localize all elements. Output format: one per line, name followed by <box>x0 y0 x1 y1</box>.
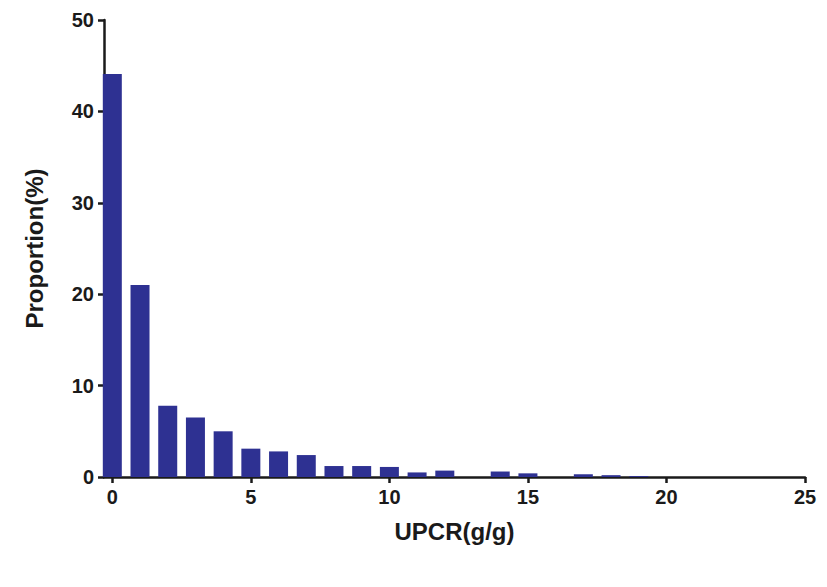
svg-text:5: 5 <box>245 486 256 508</box>
svg-text:10: 10 <box>72 375 94 397</box>
svg-text:50: 50 <box>72 9 94 31</box>
svg-text:20: 20 <box>655 486 677 508</box>
svg-text:15: 15 <box>517 486 539 508</box>
svg-text:Proportion(%): Proportion(%) <box>21 169 48 329</box>
svg-text:25: 25 <box>794 486 816 508</box>
svg-text:30: 30 <box>72 192 94 214</box>
svg-text:UPCR(g/g): UPCR(g/g) <box>395 518 515 545</box>
svg-text:0: 0 <box>83 466 94 488</box>
svg-text:40: 40 <box>72 100 94 122</box>
svg-text:0: 0 <box>107 486 118 508</box>
svg-text:20: 20 <box>72 283 94 305</box>
svg-text:10: 10 <box>378 486 400 508</box>
